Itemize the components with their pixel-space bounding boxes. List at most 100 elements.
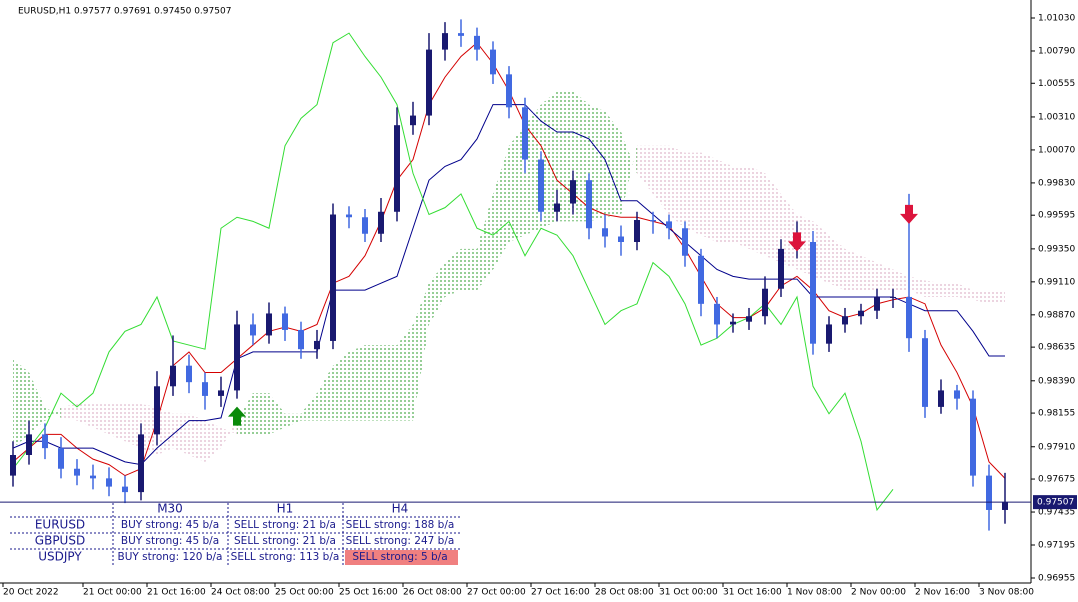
signal-cell: BUY strong: 120 b/a (118, 551, 223, 563)
cloud-segment (109, 404, 125, 442)
cloud-segment (253, 393, 269, 435)
cloud-segment (957, 283, 973, 300)
candle-body (762, 288, 768, 317)
candle-body (426, 49, 432, 116)
y-tick-label: 0.99595 (1038, 211, 1075, 221)
cloud-segment (797, 214, 813, 277)
y-tick-label: 0.97195 (1038, 541, 1075, 551)
cloud-segment (733, 166, 749, 249)
cloud-segment (365, 345, 381, 421)
cloud-segment (493, 145, 509, 270)
cloud-segment (813, 221, 829, 284)
signal-cell: SELL strong: 21 b/a (234, 535, 336, 547)
y-tick-label: 1.00310 (1038, 112, 1075, 122)
y-tick-label: 0.98155 (1038, 409, 1075, 419)
candle-body (218, 390, 224, 396)
candle-body (234, 324, 240, 391)
cloud-segment (397, 324, 413, 421)
candle-body (394, 125, 400, 212)
cloud-segment (525, 104, 541, 236)
candle-body (74, 468, 80, 476)
candle-body (554, 203, 560, 212)
cloud-segment (189, 413, 205, 462)
signal-cell: SELL strong: 113 b/a (231, 551, 340, 563)
cloud-segment (445, 248, 461, 297)
candle-body (970, 398, 976, 476)
y-tick-label: 0.97435 (1038, 508, 1075, 518)
candle-body (570, 180, 576, 204)
candle-body (698, 255, 704, 304)
cloud-segment (461, 248, 477, 291)
y-tick-label: 1.00555 (1038, 79, 1075, 89)
candle-body (474, 35, 480, 50)
candle-body (154, 386, 160, 435)
candle-body (874, 296, 880, 311)
candle-body (586, 180, 592, 229)
symbol-label: EURUSD (35, 518, 85, 532)
cloud-segment (205, 420, 221, 462)
highlight-cell (345, 550, 458, 565)
y-tick-label: 0.97675 (1038, 475, 1075, 485)
y-tick-label: 0.98870 (1038, 310, 1075, 320)
cloud-segment (317, 365, 333, 421)
candle-body (314, 340, 320, 350)
candle-body (170, 365, 176, 387)
signal-cell: SELL strong: 5 b/a (352, 551, 447, 563)
y-tick-label: 1.00070 (1038, 145, 1075, 155)
cloud-segment (589, 104, 605, 222)
candle-body (538, 159, 544, 212)
signal-cell: SELL strong: 247 b/a (346, 535, 455, 547)
symbol-label: USDJPY (38, 550, 82, 564)
cloud-segment (45, 406, 61, 421)
cloud-segment (349, 345, 365, 421)
cloud-segment (669, 145, 685, 229)
column-header: M30 (157, 502, 183, 516)
candle-body (26, 434, 32, 455)
cloud-segment (77, 404, 93, 428)
candle-body (634, 220, 640, 242)
candle-body (682, 228, 688, 256)
x-tick-label: 28 Oct 08:00 (595, 588, 654, 598)
candle-body (778, 248, 784, 289)
y-tick-label: 0.99110 (1038, 277, 1075, 287)
cloud-segment (653, 145, 669, 215)
cloud-segment (749, 166, 765, 256)
candle-body (858, 310, 864, 317)
y-tick-label: 1.00790 (1038, 46, 1075, 56)
cloud-segment (93, 404, 109, 435)
y-tick-label: 0.98390 (1038, 376, 1075, 386)
cloud-segment (173, 413, 189, 455)
cloud-segment (301, 393, 317, 421)
candle-body (730, 321, 736, 325)
buy-arrow (228, 406, 246, 426)
candle-body (410, 115, 416, 126)
x-tick-label: 24 Oct 08:00 (211, 588, 270, 598)
cloud-segment (573, 90, 589, 222)
x-tick-label: 27 Oct 00:00 (467, 588, 526, 598)
candle-body (362, 217, 368, 234)
x-tick-label: 2 Nov 16:00 (915, 588, 970, 598)
cloud-segment (829, 235, 845, 291)
cloud-segment (157, 406, 173, 455)
cloud-segment (557, 90, 573, 222)
candle-body (746, 316, 752, 322)
candle-body (42, 434, 48, 449)
cloud-segment (509, 125, 525, 242)
x-tick-label: 31 Oct 16:00 (723, 588, 782, 598)
candle-body (58, 448, 64, 469)
cloud-segment (893, 269, 909, 291)
candle-body (378, 211, 384, 234)
candle-body (442, 33, 448, 50)
y-tick-label: 1.01030 (1038, 14, 1075, 24)
candle-body (458, 33, 464, 36)
last-price-box (1033, 495, 1077, 510)
candle-body (618, 236, 624, 242)
x-tick-label: 25 Oct 16:00 (339, 588, 398, 598)
candle-body (826, 324, 832, 344)
cloud-segment (701, 152, 717, 242)
candle-body (330, 214, 336, 341)
cloud-segment (765, 173, 781, 263)
candle-body (842, 316, 848, 325)
cloud-segment (413, 283, 429, 421)
